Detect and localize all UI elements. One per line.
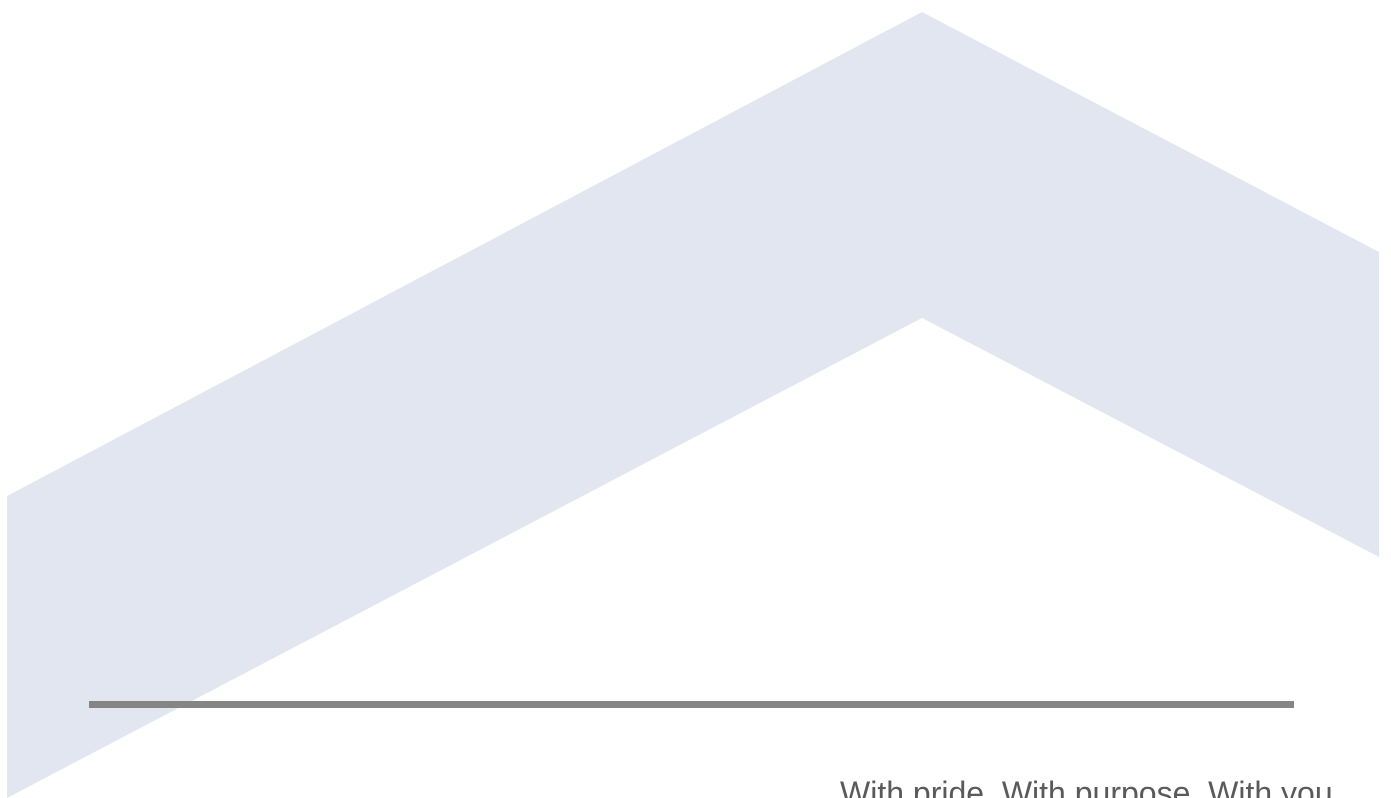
tagline: With pride. With purpose. With you. bbox=[840, 775, 1342, 798]
chevron-shape bbox=[7, 12, 1379, 798]
horizontal-divider bbox=[89, 701, 1294, 708]
